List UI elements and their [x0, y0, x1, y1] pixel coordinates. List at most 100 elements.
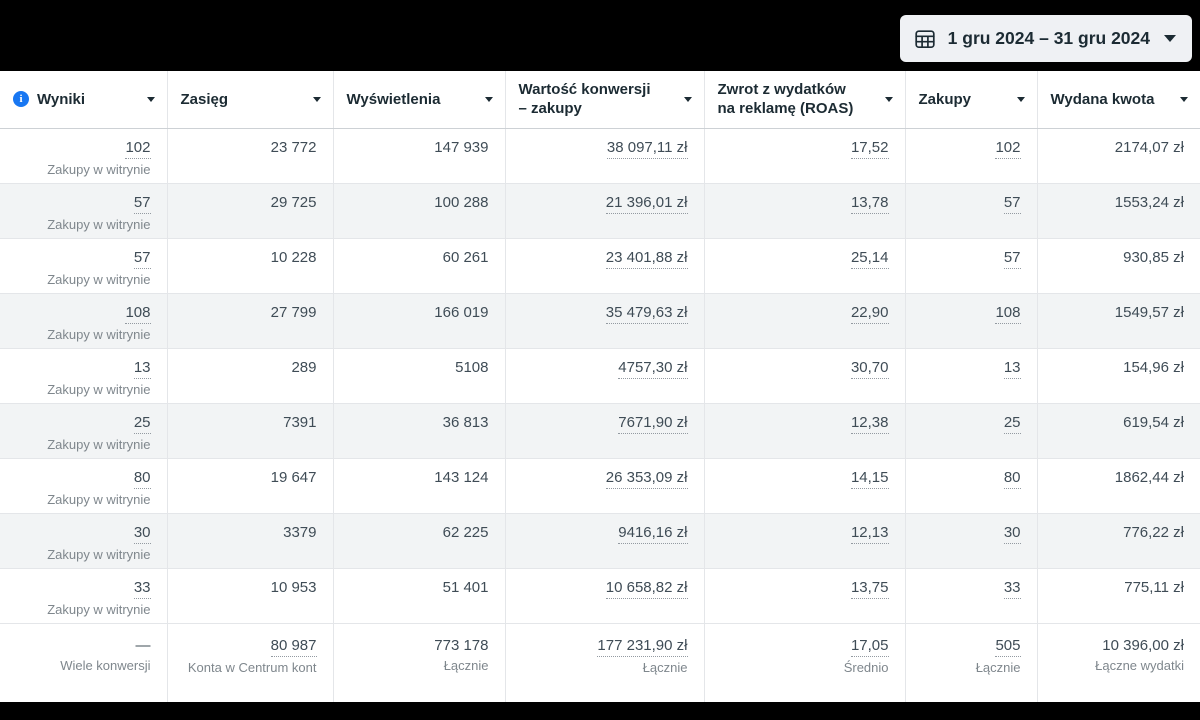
- reach-value: 10 953: [270, 578, 317, 596]
- conversion-value[interactable]: 9416,16 zł: [618, 523, 688, 544]
- results-value[interactable]: 30: [133, 523, 151, 544]
- conversion-value[interactable]: 38 097,11 zł: [606, 138, 688, 159]
- roas-value[interactable]: 30,70: [850, 358, 889, 379]
- roas-value[interactable]: 12,13: [850, 523, 889, 544]
- column-label: Wydana kwota: [1050, 90, 1155, 108]
- table-body: 102 Zakupy w witrynie 23 772 147 939 38 …: [0, 128, 1200, 624]
- impressions-value: 100 288: [434, 193, 489, 211]
- column-label: Wyniki: [37, 90, 86, 108]
- roas-value[interactable]: 14,15: [850, 468, 889, 489]
- table-row[interactable]: 57 Zakupy w witrynie 29 725 100 288 21 3…: [0, 183, 1200, 239]
- purchases-value[interactable]: 108: [995, 303, 1021, 324]
- spent-value: 154,96 zł: [1123, 358, 1184, 376]
- column-header-roas[interactable]: Zwrot z wydatków na reklamę (ROAS): [704, 71, 906, 129]
- impressions-value: 62 225: [442, 523, 489, 541]
- totals-conversion-value[interactable]: 177 231,90 zł: [597, 636, 688, 657]
- purchases-value[interactable]: 102: [995, 138, 1021, 159]
- roas-value[interactable]: 13,75: [850, 578, 889, 599]
- date-range-picker[interactable]: 1 gru 2024 – 31 gru 2024: [899, 15, 1192, 62]
- spent-value: 776,22 zł: [1123, 523, 1184, 541]
- totals-reach-label: Konta w Centrum kont: [187, 659, 317, 675]
- purchases-value[interactable]: 13: [1003, 358, 1021, 379]
- totals-conversion-label: Łącznie: [642, 659, 688, 675]
- roas-value[interactable]: 22,90: [850, 303, 889, 324]
- purchases-value[interactable]: 57: [1003, 193, 1021, 214]
- table-row[interactable]: 108 Zakupy w witrynie 27 799 166 019 35 …: [0, 293, 1200, 349]
- sort-caret-icon[interactable]: [1180, 96, 1188, 102]
- roas-value[interactable]: 13,78: [850, 193, 889, 214]
- column-label-line2: – zakupy: [518, 100, 582, 118]
- date-range-label: 1 gru 2024 – 31 gru 2024: [947, 28, 1150, 48]
- results-value[interactable]: 33: [133, 578, 151, 599]
- column-header-conversion-value[interactable]: Wartość konwersji – zakupy: [505, 71, 705, 129]
- column-label-line2: na reklamę (ROAS): [717, 100, 854, 118]
- purchases-value[interactable]: 80: [1003, 468, 1021, 489]
- table-row[interactable]: 25 Zakupy w witrynie 7391 36 813 7671,90…: [0, 403, 1200, 459]
- results-value[interactable]: 102: [125, 138, 151, 159]
- conversion-value[interactable]: 21 396,01 zł: [605, 193, 688, 214]
- roas-value[interactable]: 17,52: [850, 138, 889, 159]
- reach-value: 7391: [283, 413, 317, 431]
- conversion-value[interactable]: 4757,30 zł: [618, 358, 688, 379]
- column-label: Zasięg: [180, 90, 229, 108]
- sort-caret-icon[interactable]: [146, 96, 155, 102]
- table-row[interactable]: 80 Zakupy w witrynie 19 647 143 124 26 3…: [0, 458, 1200, 514]
- totals-reach-value[interactable]: 80 987: [270, 636, 317, 657]
- column-header-impressions[interactable]: Wyświetlenia: [333, 71, 506, 129]
- impressions-value: 143 124: [434, 468, 489, 486]
- totals-purchases-value[interactable]: 505: [995, 636, 1021, 657]
- sort-caret-icon[interactable]: [484, 96, 493, 102]
- results-value[interactable]: 108: [125, 303, 151, 324]
- spent-value: 1862,44 zł: [1114, 468, 1184, 486]
- table-row[interactable]: 30 Zakupy w witrynie 3379 62 225 9416,16…: [0, 513, 1200, 569]
- column-header-purchases[interactable]: Zakupy: [905, 71, 1038, 129]
- totals-spent-value: 10 396,00 zł: [1102, 636, 1184, 654]
- column-header-reach[interactable]: Zasięg: [167, 71, 334, 129]
- totals-spent-label: Łączne wydatki: [1095, 657, 1184, 673]
- sort-caret-icon[interactable]: [312, 96, 321, 102]
- results-value[interactable]: 57: [133, 193, 151, 214]
- info-icon[interactable]: [13, 91, 29, 108]
- roas-value[interactable]: 25,14: [850, 248, 889, 269]
- conversion-value[interactable]: 10 658,82 zł: [605, 578, 688, 599]
- impressions-value: 51 401: [442, 578, 489, 596]
- results-value[interactable]: 13: [133, 358, 151, 379]
- totals-impressions-label: Łącznie: [443, 657, 489, 673]
- roas-value[interactable]: 12,38: [850, 413, 889, 434]
- purchases-value[interactable]: 25: [1003, 413, 1021, 434]
- column-label: Wartość konwersji: [518, 81, 651, 99]
- results-type-label: Zakupy w witrynie: [47, 436, 151, 452]
- column-header-results[interactable]: Wyniki: [0, 71, 168, 129]
- sort-caret-icon[interactable]: [1016, 96, 1025, 102]
- column-label: Zwrot z wydatków: [717, 81, 846, 99]
- conversion-value[interactable]: 23 401,88 zł: [605, 248, 688, 269]
- calendar-grid-icon: [913, 27, 937, 51]
- column-label: Zakupy: [918, 90, 972, 108]
- purchases-value[interactable]: 30: [1003, 523, 1021, 544]
- reach-value: 23 772: [270, 138, 317, 156]
- spent-value: 2174,07 zł: [1114, 138, 1184, 156]
- results-type-label: Zakupy w witrynie: [47, 216, 151, 232]
- sort-caret-icon[interactable]: [683, 96, 692, 102]
- table-row[interactable]: 102 Zakupy w witrynie 23 772 147 939 38 …: [0, 128, 1200, 184]
- sort-caret-icon[interactable]: [884, 96, 893, 102]
- conversion-value[interactable]: 7671,90 zł: [618, 413, 688, 434]
- conversion-value[interactable]: 26 353,09 zł: [605, 468, 688, 489]
- results-value[interactable]: 57: [133, 248, 151, 269]
- results-type-label: Zakupy w witrynie: [47, 546, 151, 562]
- results-value[interactable]: 25: [133, 413, 151, 434]
- column-header-spent[interactable]: Wydana kwota: [1037, 71, 1200, 129]
- totals-row: — Wiele konwersji 80 987 Konta w Centrum…: [0, 623, 1200, 702]
- results-value[interactable]: 80: [133, 468, 151, 489]
- table-row[interactable]: 13 Zakupy w witrynie 289 5108 4757,30 zł…: [0, 348, 1200, 404]
- reach-value: 29 725: [270, 193, 317, 211]
- results-type-label: Zakupy w witrynie: [47, 271, 151, 287]
- purchases-value[interactable]: 33: [1003, 578, 1021, 599]
- purchases-value[interactable]: 57: [1003, 248, 1021, 269]
- table-row[interactable]: 57 Zakupy w witrynie 10 228 60 261 23 40…: [0, 238, 1200, 294]
- table-row[interactable]: 33 Zakupy w witrynie 10 953 51 401 10 65…: [0, 568, 1200, 624]
- conversion-value[interactable]: 35 479,63 zł: [605, 303, 688, 324]
- spent-value: 1549,57 zł: [1114, 303, 1184, 321]
- totals-roas-value[interactable]: 17,05: [850, 636, 889, 657]
- results-type-label: Zakupy w witrynie: [47, 601, 151, 617]
